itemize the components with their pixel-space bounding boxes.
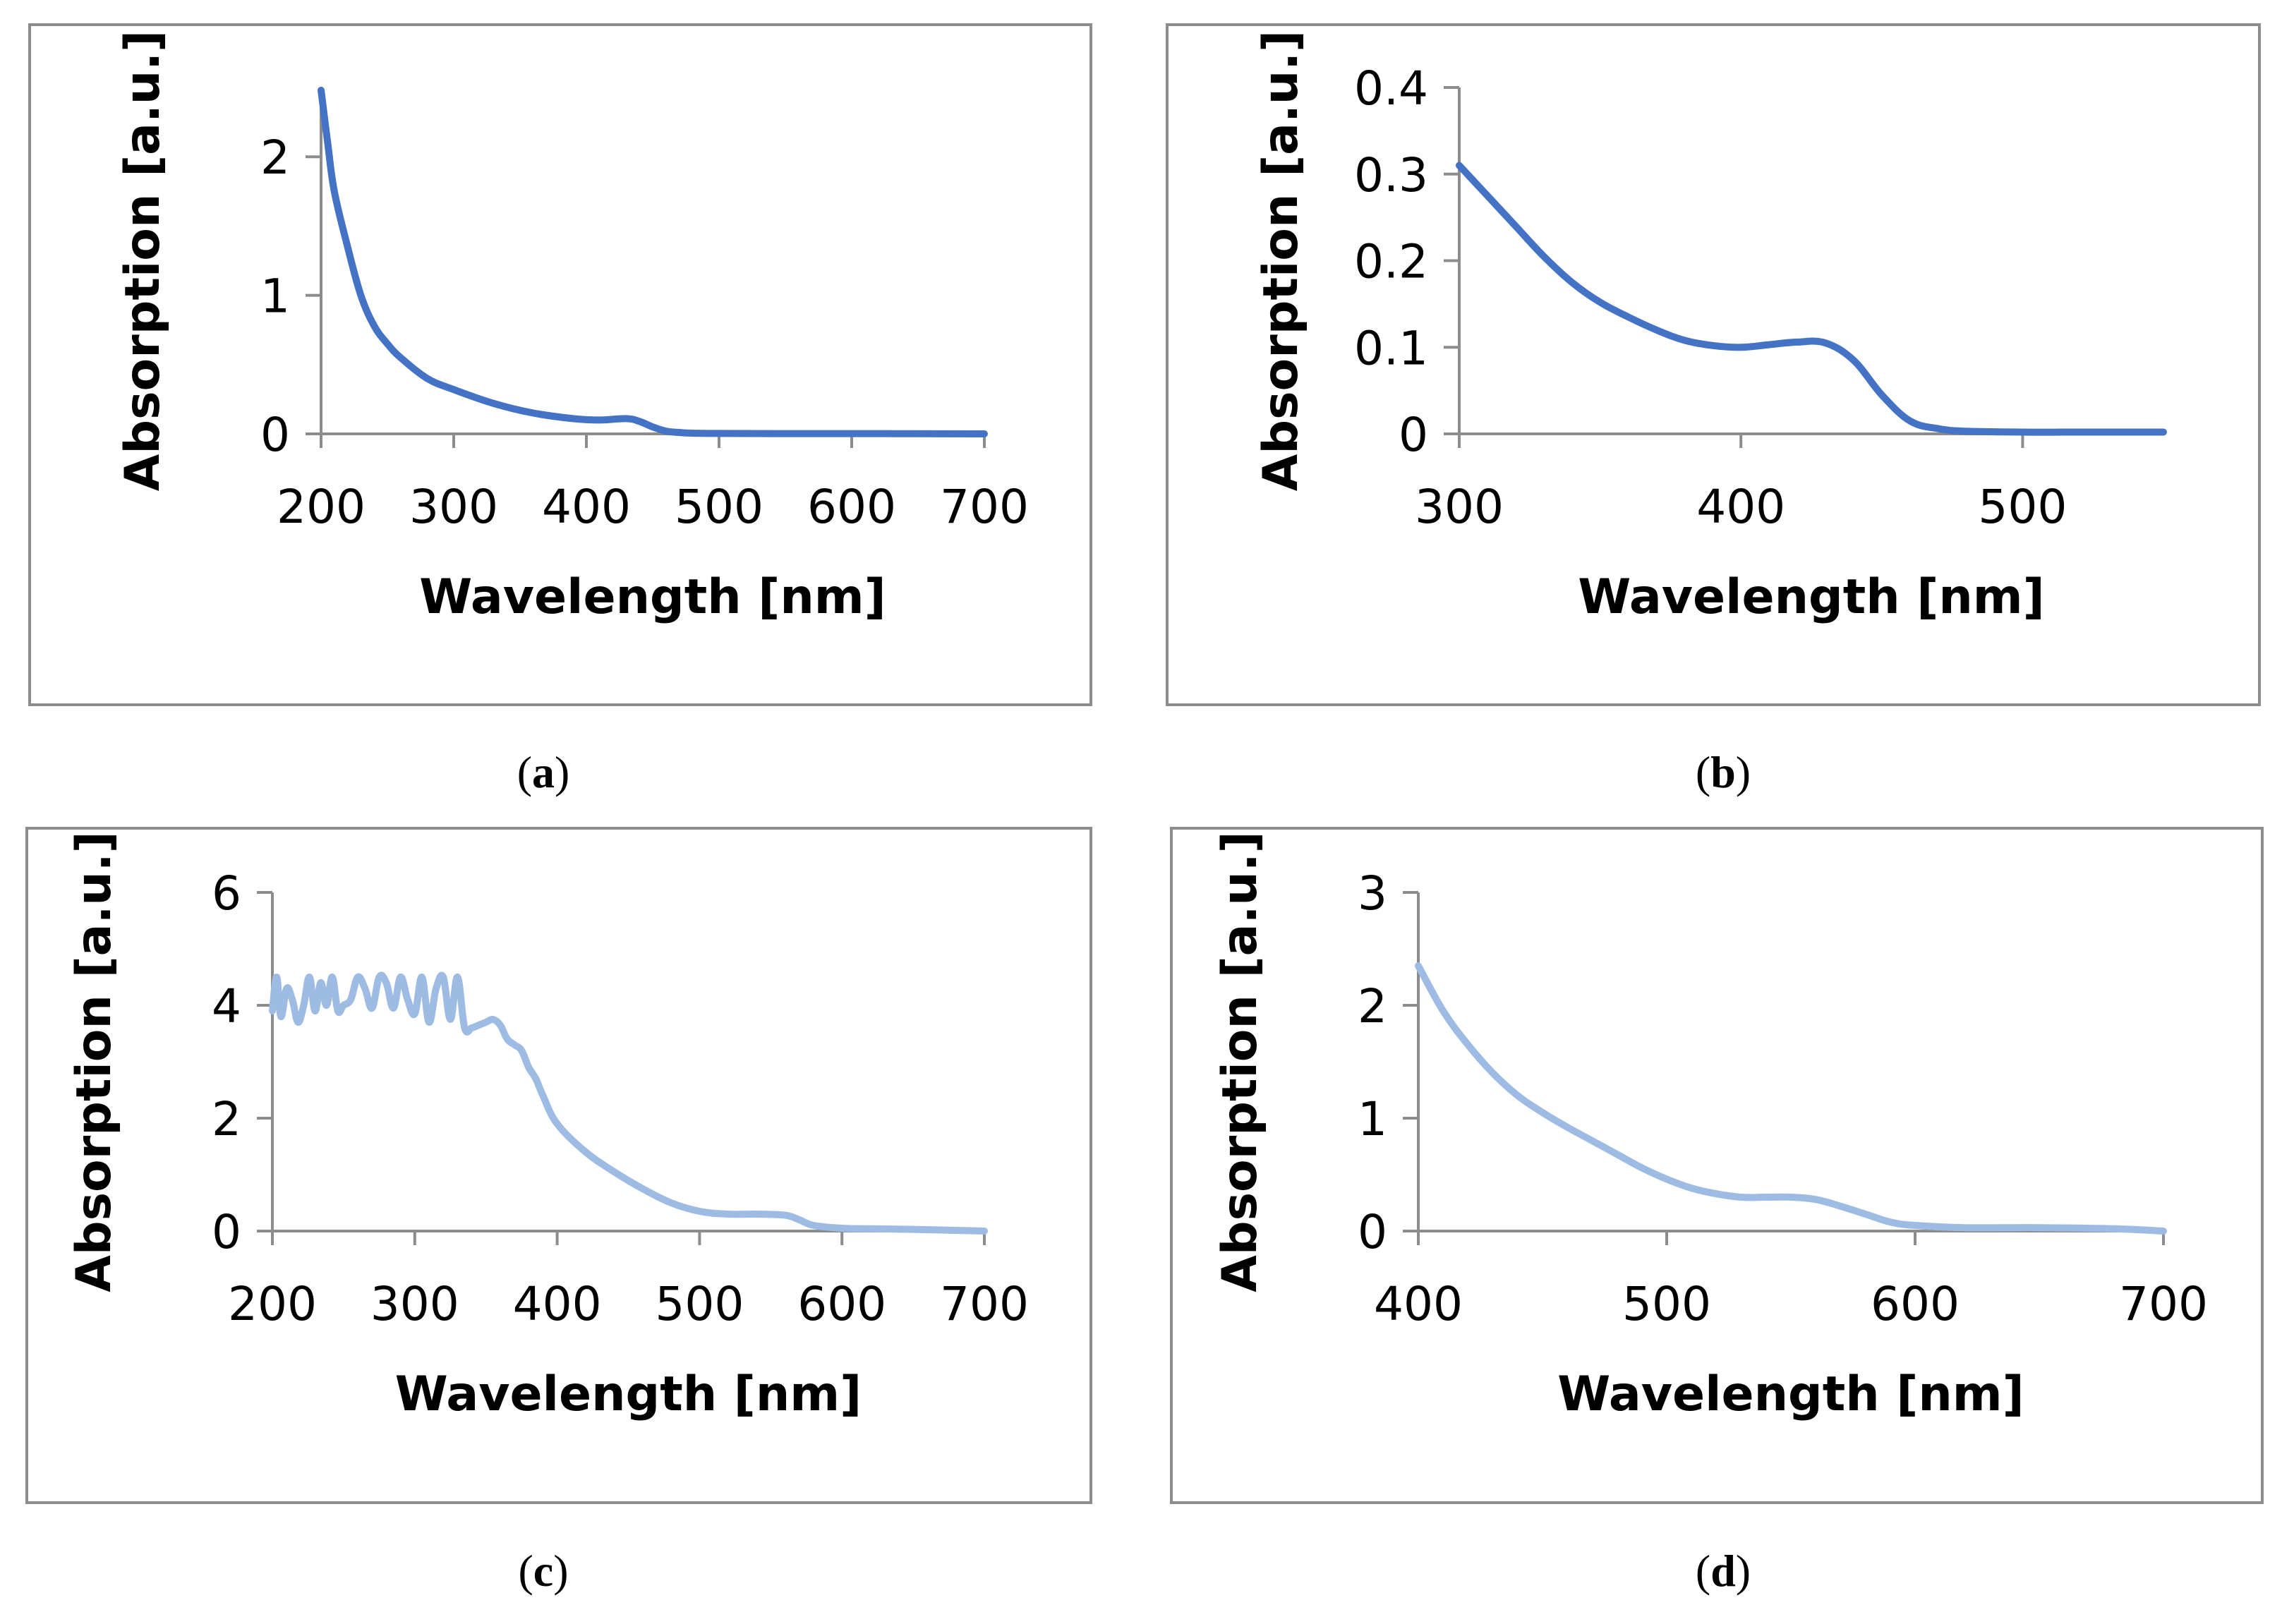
x-tick-label: 700 — [940, 480, 1029, 534]
x-tick-label: 200 — [228, 1277, 317, 1331]
y-tick-label: 6 — [212, 866, 241, 921]
y-tick-label: 4 — [212, 979, 241, 1034]
panel-c-frame — [25, 827, 1092, 1504]
y-axis-title: Absorption [a.u.] — [66, 831, 122, 1292]
x-axis-title: Wavelength [nm] — [1557, 1367, 2024, 1422]
x-tick-label: 300 — [370, 1277, 459, 1331]
x-tick-label: 300 — [409, 480, 498, 534]
x-axis-title: Wavelength [nm] — [395, 1367, 862, 1422]
series-line — [269, 971, 988, 1235]
y-tick-label: 0.1 — [1354, 321, 1428, 375]
y-tick-label: 2 — [260, 131, 290, 185]
x-tick-label: 400 — [1374, 1277, 1463, 1331]
y-tick-label: 2 — [212, 1092, 241, 1146]
y-tick-label: 2 — [1358, 979, 1387, 1034]
x-tick-label: 400 — [513, 1277, 602, 1331]
series-line — [318, 86, 988, 437]
x-tick-label: 600 — [1871, 1277, 1960, 1331]
x-tick-label: 700 — [2119, 1277, 2208, 1331]
x-tick-label: 300 — [1415, 480, 1504, 534]
series-line — [1456, 162, 2167, 436]
y-tick-label: 0 — [260, 408, 290, 462]
x-tick-label: 500 — [655, 1277, 744, 1331]
y-axis-title: Absorption [a.u.] — [115, 30, 171, 491]
series-line — [1415, 962, 2167, 1235]
panel-a-frame — [28, 23, 1092, 706]
y-tick-label: 1 — [1358, 1092, 1387, 1146]
x-tick-label: 500 — [1978, 480, 2067, 534]
panel-d-frame — [1170, 827, 2264, 1504]
caption-c: (c) — [518, 1546, 569, 1596]
x-tick-label: 600 — [797, 1277, 886, 1331]
y-tick-label: 3 — [1358, 866, 1387, 921]
caption-b: (b) — [1695, 747, 1751, 797]
panel-b-frame — [1166, 23, 2261, 706]
y-tick-label: 0.2 — [1354, 235, 1428, 289]
x-tick-label: 200 — [277, 480, 366, 534]
y-tick-label: 0 — [1358, 1205, 1387, 1259]
x-axis-title: Wavelength [nm] — [419, 569, 886, 625]
y-axis-title: Absorption [a.u.] — [1253, 30, 1309, 491]
x-tick-label: 600 — [807, 480, 896, 534]
x-tick-label: 400 — [1696, 480, 1785, 534]
x-axis-title: Wavelength [nm] — [1578, 569, 2044, 625]
caption-d: (d) — [1695, 1546, 1751, 1596]
y-tick-label: 0 — [212, 1205, 241, 1259]
y-tick-label: 0 — [1399, 408, 1428, 462]
y-axis-title: Absorption [a.u.] — [1212, 831, 1268, 1292]
caption-a: (a) — [517, 747, 570, 797]
x-tick-label: 500 — [1622, 1277, 1711, 1331]
y-tick-label: 0.4 — [1354, 61, 1428, 116]
y-tick-label: 0.3 — [1354, 148, 1428, 202]
y-tick-label: 1 — [260, 269, 290, 324]
x-tick-label: 700 — [940, 1277, 1029, 1331]
x-tick-label: 500 — [675, 480, 763, 534]
x-tick-label: 400 — [542, 480, 631, 534]
